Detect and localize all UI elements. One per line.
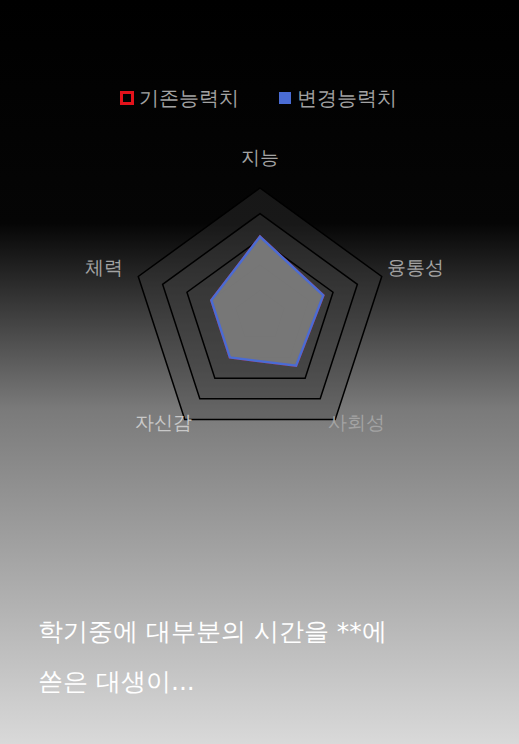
caption: 학기중에 대부분의 시간을 **에 (38, 617, 387, 646)
legend-label: 기존능력치 (139, 86, 239, 110)
grid-ring (138, 188, 381, 420)
category-label: 지능 (241, 146, 279, 168)
radar-area (211, 237, 323, 366)
plot-area (211, 237, 323, 366)
category-label: 체력 (85, 256, 123, 278)
legend-marker (122, 93, 133, 104)
legend: 기존능력치 변경능력치 (122, 86, 398, 110)
radar-area (211, 237, 323, 366)
background (0, 0, 519, 744)
category-label: 융통성 (387, 256, 444, 278)
grid (138, 188, 381, 420)
legend-label: 변경능력치 (297, 86, 397, 110)
category-label: 사회성 (328, 411, 385, 433)
caption: 쏟은 대생이... (38, 667, 195, 696)
grid-ring (163, 214, 358, 399)
canvas: 지능융통성사회성 자신감 체력 기존능력치 변경능력치학기중에 대부분의 시간을 **에… (0, 0, 519, 744)
legend-marker (280, 93, 291, 104)
category-label: 자신감 (135, 411, 192, 433)
